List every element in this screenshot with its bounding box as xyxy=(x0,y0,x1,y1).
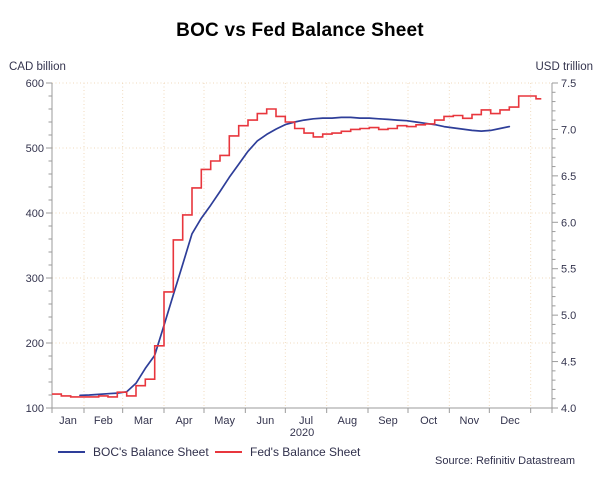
fed-line-swatch xyxy=(215,451,242,453)
svg-text:4.5: 4.5 xyxy=(561,357,576,369)
svg-text:5.0: 5.0 xyxy=(561,310,576,322)
svg-text:200: 200 xyxy=(26,338,44,350)
right-axis-unit-label: USD trillion xyxy=(535,61,593,73)
chart-title: BOC vs Fed Balance Sheet xyxy=(176,20,424,41)
svg-text:4.0: 4.0 xyxy=(561,403,576,415)
svg-text:Jan: Jan xyxy=(59,415,77,427)
svg-text:400: 400 xyxy=(26,208,44,220)
gridlines xyxy=(52,82,552,408)
svg-text:May: May xyxy=(214,415,235,427)
svg-text:Oct: Oct xyxy=(420,415,437,427)
legend-item-boc: BOC's Balance Sheet xyxy=(58,445,209,459)
legend-item-fed: Fed's Balance Sheet xyxy=(215,445,360,459)
fed-line xyxy=(52,95,542,398)
svg-text:7.0: 7.0 xyxy=(561,124,576,136)
axis-lines xyxy=(51,83,553,409)
svg-text:Nov: Nov xyxy=(460,415,480,427)
svg-text:5.5: 5.5 xyxy=(561,264,576,276)
svg-text:100: 100 xyxy=(26,403,44,415)
tick-labels: 100 200 300 400 500 600 4.0 4.5 5.0 5.5 6.0 6.5 7.0 7… xyxy=(26,78,577,427)
svg-text:600: 600 xyxy=(26,78,44,90)
x-axis-year-label: 2020 xyxy=(289,427,315,439)
axis-ticks xyxy=(46,82,558,413)
left-axis-unit-label: CAD billion xyxy=(9,61,66,73)
boc-line-swatch xyxy=(58,451,85,453)
svg-text:Jul: Jul xyxy=(299,415,313,427)
svg-text:Feb: Feb xyxy=(94,415,113,427)
svg-text:Sep: Sep xyxy=(378,415,398,427)
legend-label-boc: BOC's Balance Sheet xyxy=(93,445,209,459)
source-label: Source: Refinitiv Datastream xyxy=(435,455,575,467)
svg-text:6.0: 6.0 xyxy=(561,217,576,229)
svg-text:Jun: Jun xyxy=(256,415,274,427)
svg-text:Mar: Mar xyxy=(134,415,153,427)
svg-text:7.5: 7.5 xyxy=(561,78,576,90)
svg-text:Apr: Apr xyxy=(175,415,192,427)
svg-text:500: 500 xyxy=(26,143,44,155)
svg-text:6.5: 6.5 xyxy=(561,171,576,183)
svg-text:Dec: Dec xyxy=(500,415,520,427)
svg-text:Aug: Aug xyxy=(338,415,358,427)
legend-label-fed: Fed's Balance Sheet xyxy=(250,445,361,459)
svg-text:300: 300 xyxy=(26,273,44,285)
boc-line xyxy=(79,116,511,397)
